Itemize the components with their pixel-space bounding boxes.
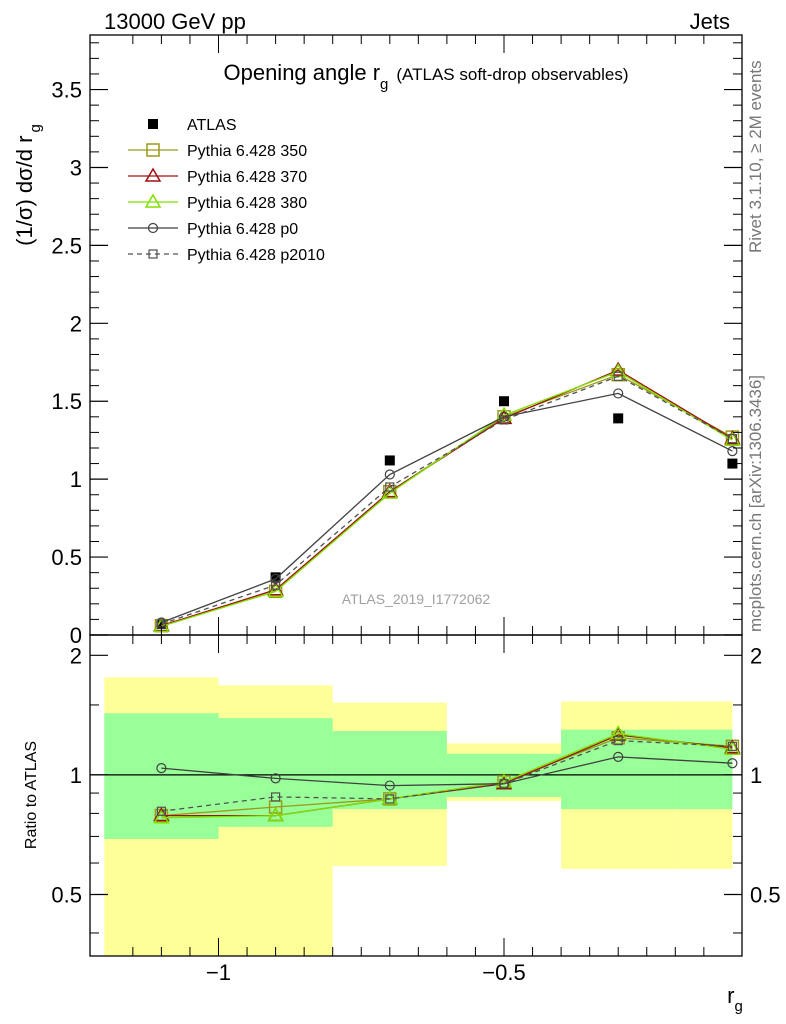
ratio-inner-uncertainty-band (675, 729, 733, 810)
main-y-axis-label-sub: g (27, 124, 44, 132)
main-point-pythia-6-428-p2010 (271, 580, 281, 590)
main-y-tick-label: 1.5 (51, 389, 82, 414)
main-point-pythia-6-428-p2010 (385, 482, 395, 492)
main-point-atlas (270, 572, 281, 583)
legend-label-pythia-6-428-p2010: Pythia 6.428 p2010 (187, 247, 325, 264)
main-point-pythia-6-428-380 (381, 484, 399, 499)
main-axis-ticks: 0 0.5 1 1.5 2 2.5 3 3.5 (51, 35, 742, 648)
legend-label-pythia-6-428-350: Pythia 6.428 350 (187, 143, 307, 160)
ratio-point-pythia-6-428-p2010 (613, 735, 623, 746)
main-panel: 00.511.522.533.5 Opening angle rg(ATLAS … (12, 34, 743, 648)
main-line-pythia-6-428-350 (161, 373, 733, 627)
ratio-x-tick-label: −0.5 (482, 960, 525, 985)
legend-marker-pythia-6-428-p0 (147, 222, 159, 234)
main-point-pythia-6-428-p0 (384, 469, 395, 480)
main-line-pythia-6-428-p0 (161, 392, 733, 624)
main-point-pythia-6-428-p2010 (613, 371, 623, 381)
main-point-pythia-6-428-p0 (270, 573, 281, 584)
ratio-point-pythia-6-428-p0 (270, 773, 281, 784)
ratio-y-tick-label: 0.5 (51, 882, 82, 907)
ratio-inner-uncertainty-band (561, 729, 676, 810)
legend-label-pythia-6-428-370: Pythia 6.428 370 (187, 169, 307, 186)
chart-title-sub: g (380, 76, 388, 93)
main-point-pythia-6-428-380 (267, 582, 284, 598)
legend-label-atlas: ATLAS (187, 117, 237, 134)
legend-label-pythia-6-428-p0: Pythia 6.428 p0 (187, 221, 298, 238)
main-point-atlas (384, 455, 395, 466)
main-line-pythia-6-428-p2010 (161, 375, 733, 625)
ratio-point-pythia-6-428-p0 (727, 758, 738, 769)
main-y-axis-label-main: (1/σ) dσ/d r (12, 136, 37, 246)
ratio-panel: 0.5 0.5 1 1 2 2 −1 −0.5 Ratio to ATLAS rg (23, 634, 781, 1015)
main-y-tick-label: 0 (70, 623, 82, 648)
ratio-point-pythia-6-428-p0 (613, 751, 624, 762)
ratio-plot-area (90, 677, 742, 956)
ratio-line-pythia-6-428-p0 (161, 756, 733, 787)
ratio-point-pythia-6-428-p2010 (385, 794, 395, 804)
main-y-tick-label: 0.5 (51, 545, 82, 570)
ratio-y-tick-label-right: 1 (750, 763, 762, 788)
main-point-pythia-6-428-370 (609, 361, 627, 376)
analysis-watermark: ATLAS_2019_I1772062 (342, 591, 491, 607)
main-y-tick-label: 1 (70, 467, 82, 492)
ratio-y-tick-label-right: 2 (750, 643, 762, 668)
ratio-point-pythia-6-428-p2010 (156, 806, 166, 816)
energy-label: 13000 GeV pp (104, 9, 246, 34)
main-point-pythia-6-428-p2010 (499, 415, 509, 425)
main-point-pythia-6-428-p2010 (727, 434, 738, 444)
ratio-y-axis-label: Ratio to ATLAS (23, 741, 40, 849)
chart-title-main: Opening angle r (223, 60, 380, 85)
main-y-tick-label: 3 (70, 155, 82, 180)
ratio-point-pythia-6-428-380 (153, 809, 170, 824)
ratio-x-axis-label: rg (727, 983, 743, 1015)
ratio-axis-ticks: 0.5 0.5 1 1 2 2 −1 −0.5 (51, 635, 781, 985)
legend-marker-atlas (148, 119, 158, 129)
main-y-tick-label: 3.5 (51, 78, 82, 103)
main-line-pythia-6-428-380 (161, 370, 733, 628)
legend: ATLAS Pythia 6.428 350 Pythia 6.428 370 Pyt… (128, 117, 325, 264)
ratio-point-pythia-6-428-p0 (156, 763, 167, 774)
legend-marker-pythia-6-428-350 (146, 143, 160, 157)
ratio-frame (89, 634, 743, 957)
ratio-point-pythia-6-428-p2010 (271, 792, 281, 802)
ratio-x-tick-label: −1 (206, 960, 231, 985)
main-y-tick-label: 2.5 (51, 233, 82, 258)
main-y-axis-label: (1/σ) dσ/d r g (12, 124, 44, 246)
legend-marker-pythia-6-428-p2010 (148, 249, 158, 259)
chart-title: Opening angle rg (ATLAS soft-drop observa… (223, 60, 628, 93)
ratio-x-axis-label-main: r (727, 983, 734, 1008)
ratio-y-tick-label: 1 (70, 763, 82, 788)
ratio-point-pythia-6-428-380 (609, 725, 627, 740)
ratio-inner-uncertainty-band (332, 730, 447, 810)
legend-marker-pythia-6-428-370 (144, 167, 162, 182)
legend-label-pythia-6-428-380: Pythia 6.428 380 (187, 195, 307, 212)
ratio-y-tick-label-right: 0.5 (750, 882, 781, 907)
ratio-inner-uncertainty-band (104, 713, 219, 839)
legend-marker-pythia-6-428-380 (144, 193, 162, 208)
ratio-point-pythia-6-428-p0 (384, 780, 395, 791)
rivet-label: Rivet 3.1.10, ≥ 2M events (746, 60, 765, 253)
ratio-y-tick-label: 2 (70, 643, 82, 668)
main-point-atlas (499, 396, 509, 407)
chart-title-suffix: (ATLAS soft-drop observables) (396, 65, 628, 84)
process-label: Jets (690, 9, 730, 34)
main-point-atlas (613, 413, 624, 424)
mcplots-label: mcplots.cern.ch [arXiv:1306.3436] (746, 375, 765, 632)
ratio-line-pythia-6-428-380 (161, 733, 733, 819)
main-y-tick-label: 2 (70, 311, 82, 336)
main-point-pythia-6-428-p0 (727, 446, 738, 457)
ratio-point-pythia-6-428-p2010 (499, 779, 509, 789)
main-point-pythia-6-428-p0 (613, 388, 624, 399)
ratio-point-pythia-6-428-380 (267, 807, 284, 822)
ratio-point-pythia-6-428-p2010 (727, 741, 738, 751)
ratio-x-axis-label-sub: g (734, 998, 742, 1015)
main-point-atlas (727, 458, 738, 469)
